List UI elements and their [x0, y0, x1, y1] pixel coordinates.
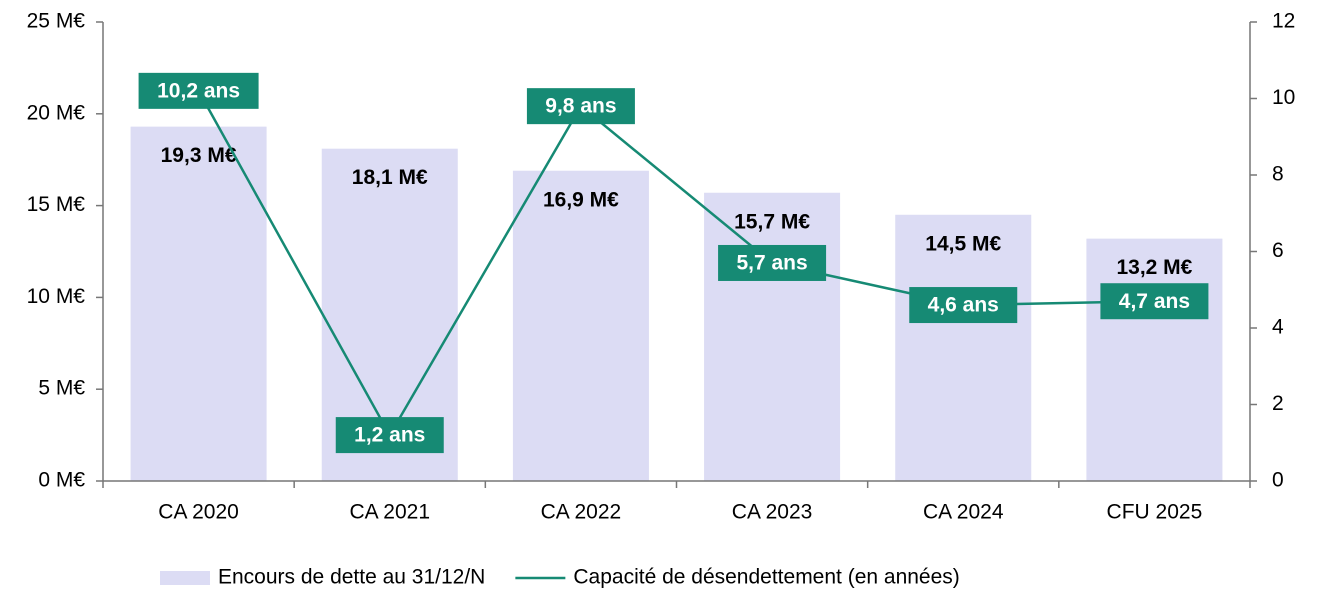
bar-value-label: 16,9 M€ — [543, 188, 619, 211]
x-tick-label: CA 2020 — [158, 501, 239, 524]
line-label-box — [526, 88, 635, 125]
line-value-label: 9,8 ans — [545, 95, 616, 118]
line-label-box — [335, 417, 444, 454]
line-value-label: 4,7 ans — [1119, 290, 1190, 313]
bar — [512, 170, 649, 481]
bar-value-label: 14,5 M€ — [925, 232, 1001, 255]
line-value-label: 1,2 ans — [354, 424, 425, 447]
y-tick-label: 10 M€ — [27, 285, 86, 308]
y2-tick-label: 2 — [1272, 392, 1284, 415]
line-label-box — [718, 244, 827, 281]
y-tick-label: 20 M€ — [27, 101, 86, 124]
y2-tick-label: 6 — [1272, 239, 1284, 262]
y2-tick-label: 12 — [1272, 10, 1295, 33]
y-tick-label: 5 M€ — [38, 377, 85, 400]
y-tick-label: 25 M€ — [27, 10, 86, 33]
bar — [1086, 238, 1223, 481]
x-tick-label: CA 2021 — [349, 501, 430, 524]
line-value-label: 5,7 ans — [736, 252, 807, 275]
line-label-box — [909, 287, 1018, 324]
legend-label: Encours de dette au 31/12/N — [218, 566, 485, 589]
line-value-label: 10,2 ans — [157, 79, 240, 102]
y2-tick-label: 4 — [1272, 316, 1284, 339]
y2-tick-label: 10 — [1272, 86, 1295, 109]
line-label-box — [138, 72, 259, 109]
bar-value-label: 15,7 M€ — [734, 210, 810, 233]
line-value-label: 4,6 ans — [928, 294, 999, 317]
bar-value-label: 19,3 M€ — [161, 144, 237, 167]
line-label-box — [1100, 283, 1209, 320]
x-tick-label: CA 2024 — [923, 501, 1004, 524]
x-tick-label: CA 2022 — [541, 501, 622, 524]
x-tick-label: CFU 2025 — [1107, 501, 1203, 524]
bar — [895, 214, 1032, 481]
bar — [704, 192, 841, 482]
x-tick-label: CA 2023 — [732, 501, 813, 524]
y2-tick-label: 0 — [1272, 469, 1284, 492]
legend-swatch — [160, 571, 210, 585]
y-tick-label: 0 M€ — [38, 469, 85, 492]
legend-label: Capacité de désendettement (en années) — [573, 566, 959, 589]
bar-value-label: 18,1 M€ — [352, 166, 428, 189]
bar-value-label: 13,2 M€ — [1116, 256, 1192, 279]
y2-tick-label: 8 — [1272, 163, 1284, 186]
bar — [130, 126, 267, 481]
y-tick-label: 15 M€ — [27, 193, 86, 216]
